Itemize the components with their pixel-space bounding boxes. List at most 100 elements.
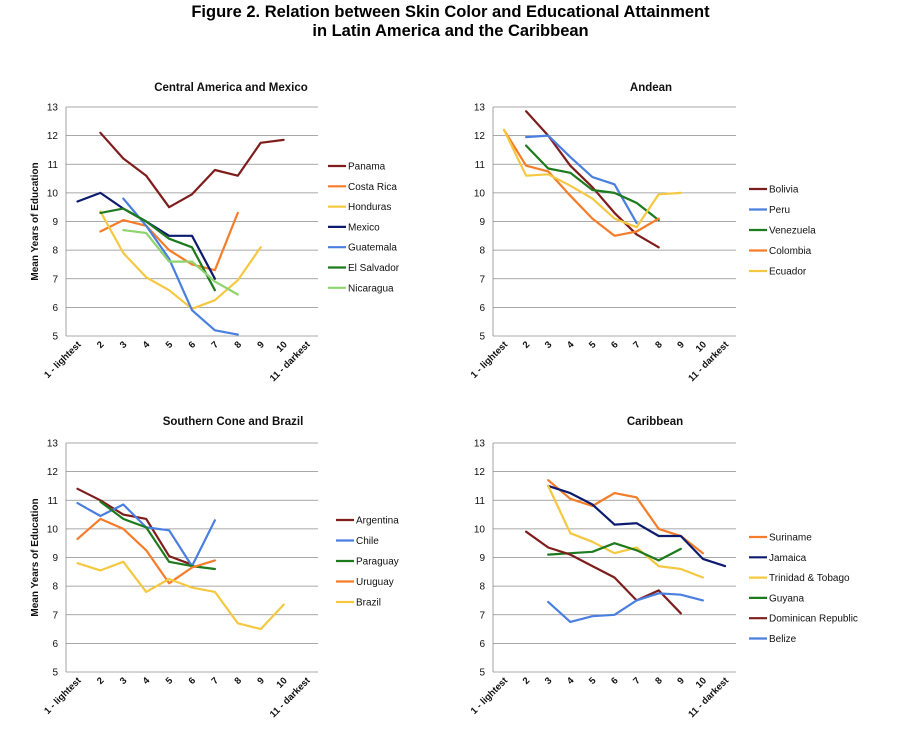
legend-label-guatemala: Guatemala [348, 243, 397, 254]
series-line-costa-rica [99, 211, 239, 272]
y-tick-label: 9 [52, 217, 58, 228]
y-axis-label: Mean Years of Education [30, 498, 41, 616]
x-tick-label: 3 [118, 339, 130, 351]
x-tick-label: 9 [255, 675, 267, 687]
legend-label-guyana: Guyana [769, 593, 804, 604]
x-tick-label: 4 [141, 675, 153, 687]
legend-label-peru: Peru [769, 205, 790, 216]
x-tick-label: 2 [521, 675, 533, 687]
figure-title: Figure 2. Relation between Skin Color an… [0, 3, 901, 41]
legend-label-nicaragua: Nicaragua [348, 283, 394, 294]
x-tick-label: 9 [675, 675, 687, 687]
y-tick-label: 6 [52, 639, 58, 650]
x-tick-label: 4 [141, 339, 153, 351]
x-tick-label: 2 [95, 339, 107, 351]
series-line-suriname [547, 479, 705, 555]
series-line-bolivia [524, 110, 660, 249]
x-tick-label: 5 [587, 675, 599, 687]
y-tick-label: 13 [47, 103, 59, 114]
series-line-el-salvador [99, 207, 216, 292]
legend-label-belize: Belize [769, 634, 797, 645]
y-tick-label: 8 [479, 246, 485, 257]
x-tick-label: 2 [521, 339, 533, 351]
x-tick-label: 9 [675, 339, 687, 351]
y-axis-label: Mean Years of Education [30, 162, 41, 280]
x-tick-label: 1 - lightest [469, 339, 511, 381]
y-tick-label: 9 [479, 553, 485, 564]
legend: Suriname Jamaica Trinidad & Tobago Guyana Do… [749, 533, 858, 645]
x-tick-label: 10 [694, 339, 709, 354]
panel-title: Andean [630, 82, 672, 94]
series-line-brazil [76, 560, 285, 631]
x-tick-label: 7 [210, 675, 222, 687]
legend: Bolivia Peru Venezuela Colombia Ecuador [749, 185, 816, 278]
series-line-nicaragua [122, 229, 239, 296]
legend-label-el-salvador: El Salvador [348, 263, 400, 274]
legend-label-ecuador: Ecuador [769, 267, 807, 278]
legend: Argentina Chile Paraguay Uruguay Brazil [336, 516, 399, 609]
x-tick-label: 8 [232, 675, 244, 687]
x-tick-label: 8 [232, 339, 244, 351]
series-line-jamaica [547, 484, 727, 568]
x-tick-label: 1 - lightest [469, 675, 511, 717]
legend-label-suriname: Suriname [769, 533, 812, 544]
y-tick-label: 12 [474, 131, 486, 142]
y-tick-label: 6 [52, 303, 58, 314]
legend-label-panama: Panama [348, 162, 386, 173]
panel-title: Southern Cone and Brazil [163, 416, 304, 428]
legend-label-uruguay: Uruguay [356, 577, 394, 588]
legend-label-trinidad-tobago: Trinidad & Tobago [769, 573, 850, 584]
y-tick-label: 7 [52, 274, 58, 285]
legend-label-dominican-republic: Dominican Republic [769, 614, 858, 625]
x-tick-label: 5 [164, 675, 176, 687]
series-line-honduras [99, 210, 262, 310]
legend-label-venezuela: Venezuela [769, 226, 816, 237]
figure-title-line2: in Latin America and the Caribbean [312, 22, 589, 40]
y-tick-label: 6 [479, 639, 485, 650]
y-tick-label: 10 [474, 524, 486, 535]
x-tick-label: 7 [631, 339, 643, 351]
y-tick-label: 10 [47, 188, 59, 199]
y-tick-label: 7 [479, 610, 485, 621]
x-tick-label: 6 [609, 339, 621, 351]
series-line-guyana [547, 542, 682, 562]
y-tick-label: 12 [47, 131, 59, 142]
y-tick-label: 11 [48, 496, 59, 507]
x-tick-label: 3 [543, 339, 555, 351]
x-tick-label: 8 [653, 339, 665, 351]
x-tick-label: 3 [118, 675, 130, 687]
y-tick-label: 13 [47, 439, 59, 450]
y-tick-label: 11 [48, 160, 59, 171]
legend-label-honduras: Honduras [348, 202, 391, 213]
legend-label-mexico: Mexico [348, 222, 380, 233]
x-tick-label: 6 [609, 675, 621, 687]
x-tick-label: 10 [274, 675, 289, 690]
y-tick-label: 8 [52, 246, 58, 257]
series-line-colombia [502, 128, 660, 237]
series-line-trinidad-tobago [547, 484, 705, 579]
x-tick-label: 7 [631, 675, 643, 687]
series-line-ecuador [502, 128, 682, 229]
y-tick-label: 13 [474, 439, 486, 450]
legend: Panama Costa Rica Honduras Mexico Guatemala E… [328, 162, 400, 294]
x-tick-label: 6 [187, 675, 199, 687]
x-tick-label: 10 [694, 675, 709, 690]
x-tick-label: 4 [565, 339, 577, 351]
chart-panel-central-america-and-mexico: Central America and Mexico5678910111213M… [30, 82, 400, 384]
y-tick-label: 8 [52, 582, 58, 593]
y-tick-label: 9 [479, 217, 485, 228]
y-tick-label: 11 [475, 160, 486, 171]
legend-label-bolivia: Bolivia [769, 185, 799, 196]
y-tick-label: 8 [479, 582, 485, 593]
series-line-belize [547, 592, 705, 624]
legend-label-argentina: Argentina [356, 516, 399, 527]
x-tick-label: 5 [587, 339, 599, 351]
y-tick-label: 12 [47, 467, 59, 478]
y-tick-label: 12 [474, 467, 486, 478]
series-line-venezuela [524, 144, 660, 222]
y-tick-label: 9 [52, 553, 58, 564]
y-tick-label: 6 [479, 303, 485, 314]
y-tick-label: 13 [474, 103, 486, 114]
